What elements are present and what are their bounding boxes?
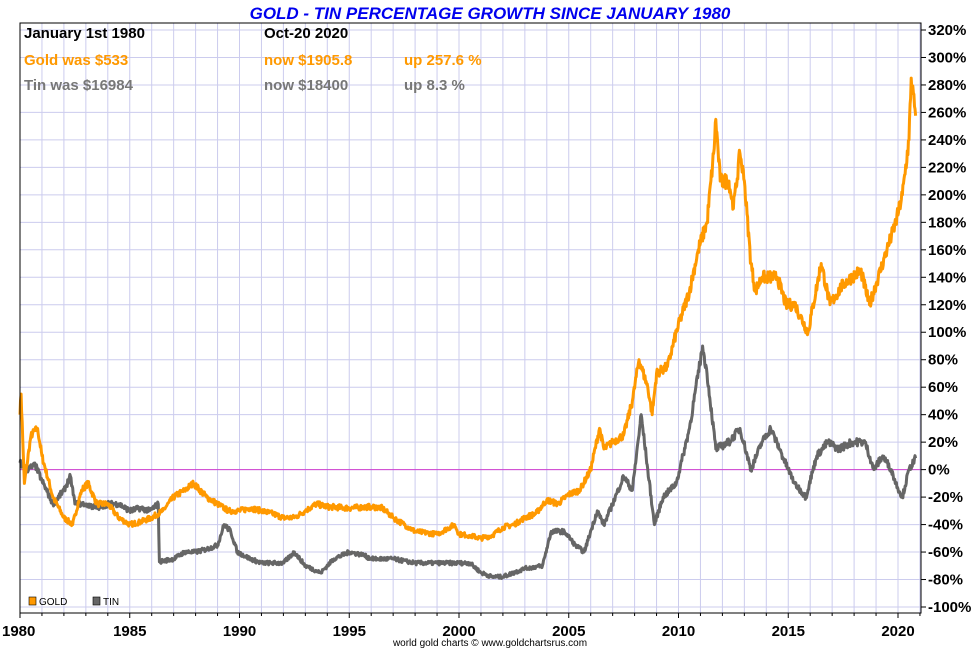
y-tick-label: 300% bbox=[928, 49, 966, 66]
tin-current-price: now $18400 bbox=[264, 77, 348, 94]
y-tick-label: -60% bbox=[928, 544, 963, 561]
tin-start-price: Tin was $16984 bbox=[24, 77, 134, 94]
y-tick-label: 260% bbox=[928, 104, 966, 121]
end-date-label: Oct-20 2020 bbox=[264, 25, 348, 42]
y-tick-label: 240% bbox=[928, 132, 966, 149]
start-date-label: January 1st 1980 bbox=[24, 25, 145, 42]
series-line-gold bbox=[18, 76, 918, 542]
y-tick-label: -20% bbox=[928, 489, 963, 506]
y-tick-label: 280% bbox=[928, 77, 966, 94]
chart-title: GOLD - TIN PERCENTAGE GROWTH SINCE JANUA… bbox=[250, 4, 731, 23]
x-tick-label: 2020 bbox=[881, 623, 914, 640]
x-tick-label: 2010 bbox=[662, 623, 695, 640]
y-tick-label: 20% bbox=[928, 434, 958, 451]
gold-current-price: now $1905.8 bbox=[264, 52, 352, 69]
x-tick-label: 2000 bbox=[442, 623, 475, 640]
y-tick-label: 320% bbox=[928, 22, 966, 39]
y-axis: 320% 300% 280% 260% 240% 220% 200% 180% 160% 140%… bbox=[921, 22, 971, 616]
x-axis: 1980 1985 1990 1995 2000 2005 2010 2015 2020 bbox=[2, 613, 921, 640]
y-tick-label: 180% bbox=[928, 214, 966, 231]
y-tick-label: 0% bbox=[928, 462, 950, 479]
y-tick-label: -100% bbox=[928, 599, 971, 616]
tin-change: up 8.3 % bbox=[404, 77, 465, 94]
x-tick-label: 1995 bbox=[333, 623, 366, 640]
gold-start-price: Gold was $533 bbox=[24, 52, 128, 69]
legend-swatch-gold bbox=[28, 596, 37, 606]
gold-change: up 257.6 % bbox=[404, 52, 482, 69]
credit-footer: world gold charts © www.goldchartsrus.co… bbox=[392, 638, 587, 649]
legend-swatch-tin bbox=[92, 596, 101, 606]
y-tick-label: 120% bbox=[928, 297, 966, 314]
plot-frame bbox=[19, 22, 922, 614]
y-tick-label: 40% bbox=[928, 407, 958, 424]
y-tick-label: 140% bbox=[928, 269, 966, 286]
y-tick-label: 100% bbox=[928, 324, 966, 341]
legend: GOLD TIN bbox=[28, 596, 119, 608]
y-tick-label: -40% bbox=[928, 517, 963, 534]
series-layer bbox=[18, 76, 918, 580]
y-tick-label: 80% bbox=[928, 352, 958, 369]
x-tick-label: 1990 bbox=[223, 623, 256, 640]
x-tick-label: 1980 bbox=[2, 623, 35, 640]
y-tick-label: 200% bbox=[928, 187, 966, 204]
y-tick-label: 60% bbox=[928, 379, 958, 396]
x-tick-label: 2005 bbox=[552, 623, 585, 640]
y-tick-label: 220% bbox=[928, 159, 966, 176]
x-tick-label: 1985 bbox=[113, 623, 146, 640]
x-tick-label: 2015 bbox=[772, 623, 805, 640]
y-tick-label: -80% bbox=[928, 572, 963, 589]
legend-label-gold: GOLD bbox=[39, 597, 67, 608]
grid bbox=[20, 23, 921, 613]
legend-label-tin: TIN bbox=[103, 597, 119, 608]
series-line-tin bbox=[18, 344, 918, 580]
y-tick-label: 160% bbox=[928, 242, 966, 259]
